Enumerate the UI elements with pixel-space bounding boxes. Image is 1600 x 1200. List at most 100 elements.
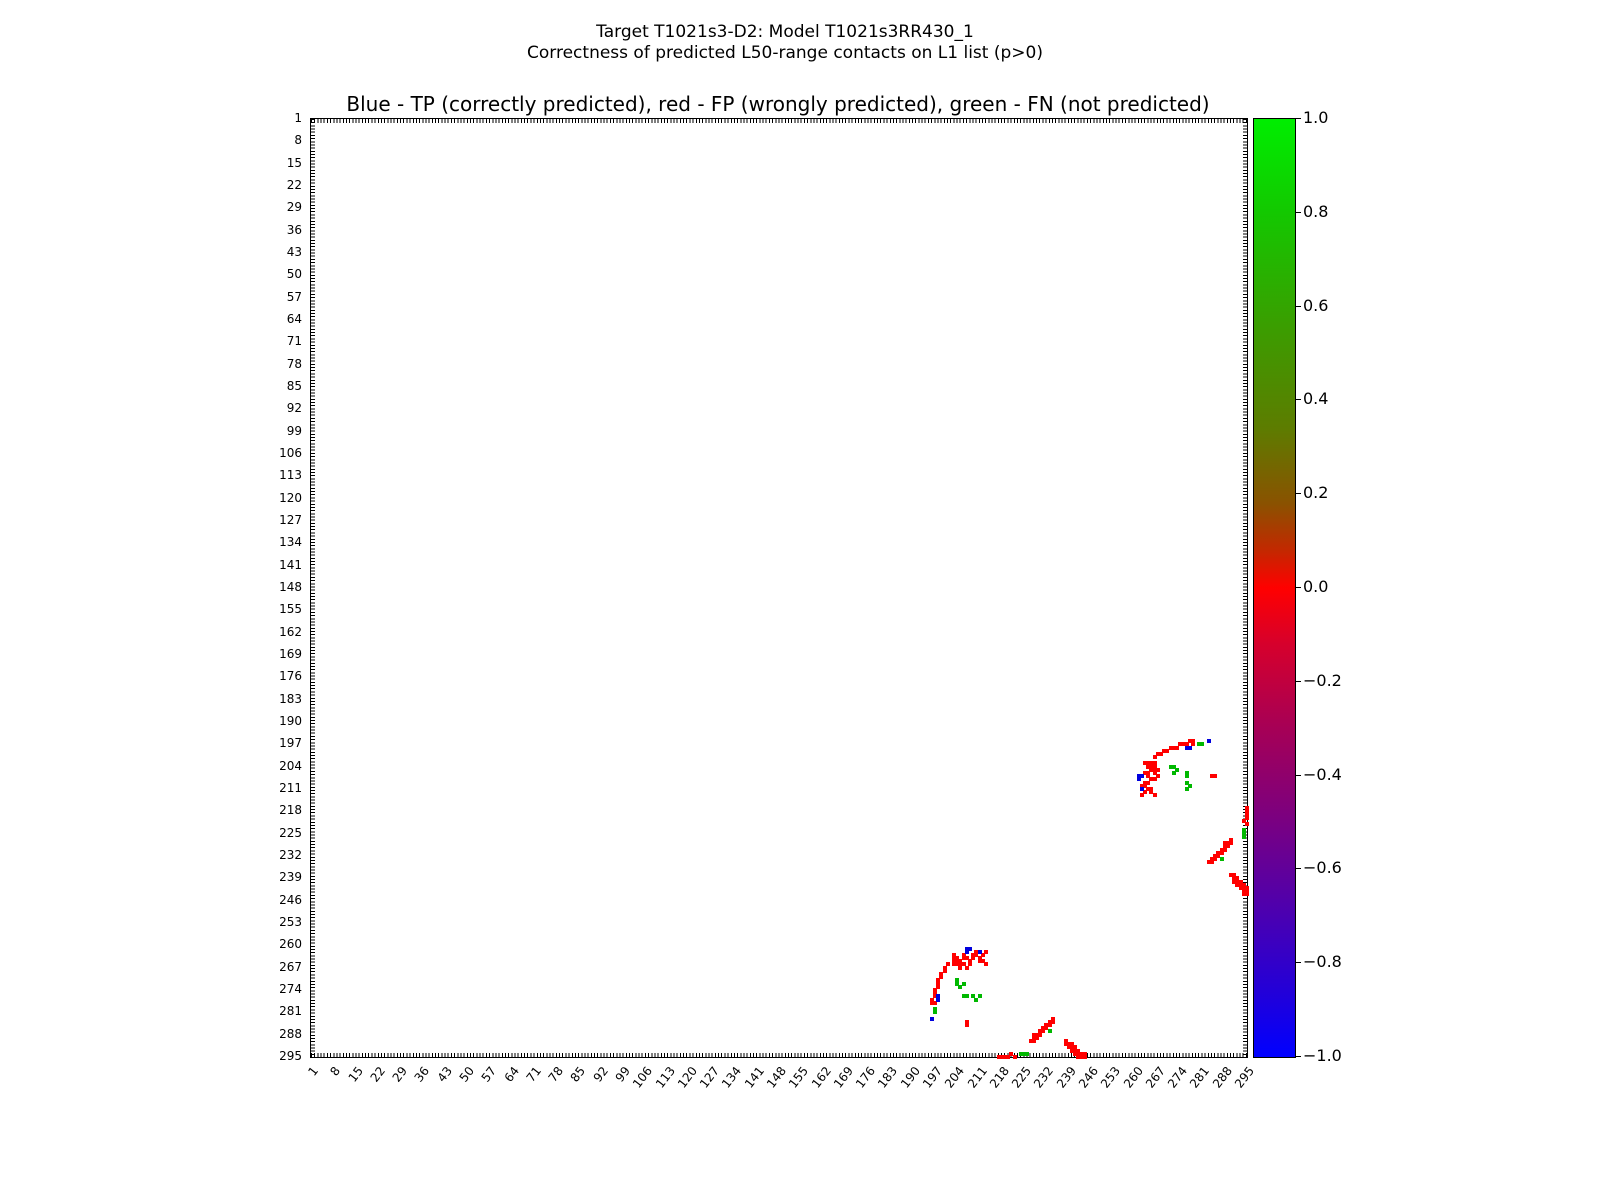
contact-point-fp — [1213, 857, 1218, 862]
contact-point-fp — [1187, 739, 1192, 744]
y-tick-label: 295 — [279, 1049, 302, 1063]
contact-point-fp — [952, 956, 957, 961]
contact-point-fp — [961, 956, 966, 961]
contact-point-tp — [964, 949, 969, 954]
colorbar-tick-label: 0.8 — [1303, 201, 1329, 221]
contact-point-fp — [1073, 1048, 1078, 1053]
contact-point-fp — [955, 956, 960, 961]
contact-point-fp — [1238, 885, 1243, 890]
contact-point-fp — [1069, 1042, 1074, 1047]
contact-point-fp — [1241, 892, 1246, 897]
contact-point-fp — [1162, 748, 1167, 753]
contact-point-fp — [1082, 1055, 1087, 1059]
contact-point-fp — [1003, 1055, 1008, 1059]
contact-point-fp — [1076, 1048, 1081, 1053]
contact-point-fp — [1041, 1029, 1046, 1034]
colorbar-tick-label: −0.6 — [1303, 858, 1342, 878]
y-tick-label: 288 — [279, 1026, 302, 1041]
contact-point-fp — [1149, 764, 1154, 769]
contact-point-fp — [1028, 1039, 1033, 1044]
contact-point-fp — [1143, 761, 1148, 766]
contact-point-fp — [1245, 812, 1249, 817]
colorbar-tick-mark — [1296, 680, 1301, 682]
y-tick-label: 197 — [279, 736, 302, 751]
contact-point-fp — [977, 959, 982, 964]
contact-point-fp — [1235, 879, 1240, 884]
contact-point-fp — [1149, 761, 1154, 766]
contact-point-fp — [1139, 783, 1144, 788]
contact-point-fp — [1079, 1051, 1084, 1056]
contact-point-fp — [1047, 1023, 1052, 1028]
contact-point-fp — [952, 959, 957, 964]
contact-point-fp — [1209, 774, 1214, 779]
contact-point-fp — [1235, 876, 1240, 881]
contact-point-fp — [1222, 847, 1227, 852]
contact-point-tp — [1139, 774, 1144, 779]
contact-point-fn — [961, 994, 966, 999]
y-tick-label: 155 — [279, 602, 302, 617]
contact-point-fn — [971, 994, 976, 999]
contact-point-fp — [1229, 838, 1234, 843]
contact-point-fn — [961, 981, 966, 986]
colorbar-tick-label: 0.0 — [1303, 577, 1329, 596]
contact-point-fp — [1155, 751, 1160, 756]
contact-point-fp — [1245, 809, 1249, 814]
contact-point-fp — [1181, 742, 1186, 747]
contact-point-fp — [1044, 1026, 1049, 1031]
y-tick-label: 183 — [279, 691, 302, 706]
contact-point-fp — [933, 1000, 937, 1005]
contact-point-fp — [1229, 873, 1234, 878]
y-tick-label: 15 — [286, 155, 302, 170]
contact-point-fp — [1047, 1019, 1052, 1024]
colorbar-tick-mark — [1296, 211, 1301, 213]
contact-point-tp — [936, 997, 941, 1002]
contact-point-fp — [983, 949, 988, 954]
contact-point-fp — [1069, 1048, 1074, 1053]
contact-point-tp — [1136, 774, 1141, 779]
contact-point-fp — [964, 1019, 969, 1024]
contact-point-fp — [1149, 767, 1154, 772]
contact-point-fp — [1152, 777, 1157, 782]
y-tick-label: 134 — [279, 535, 302, 550]
contact-point-fp — [1146, 780, 1151, 785]
contact-point-tp — [929, 1016, 934, 1021]
plot-area — [310, 118, 1249, 1059]
contact-point-fp — [1159, 751, 1164, 756]
contact-point-fp — [1241, 889, 1246, 894]
contact-point-fp — [1245, 806, 1249, 811]
minor-ticks-top — [311, 119, 1247, 123]
y-tick-label: 148 — [279, 580, 302, 594]
contact-point-fn — [933, 1007, 937, 1012]
contact-point-fp — [1165, 748, 1170, 753]
contact-point-fp — [1139, 793, 1144, 798]
contact-point-fp — [1076, 1055, 1081, 1059]
contact-point-fn — [955, 981, 960, 986]
y-tick-label: 260 — [279, 937, 302, 952]
contact-point-fp — [958, 959, 963, 964]
colorbar-tick-label: −0.8 — [1303, 952, 1342, 972]
contact-point-fp — [1079, 1055, 1084, 1059]
y-tick-label: 113 — [279, 468, 302, 483]
contact-point-fp — [1238, 879, 1243, 884]
y-tick-label: 169 — [279, 647, 302, 661]
colorbar-tick-mark — [1296, 774, 1301, 776]
contact-point-fn — [1168, 764, 1173, 769]
contact-point-fp — [980, 952, 985, 957]
contact-point-fn — [1200, 742, 1205, 747]
contact-point-fp — [1031, 1039, 1036, 1044]
contact-point-fp — [1066, 1045, 1071, 1050]
contact-point-fn — [1219, 857, 1224, 862]
contact-point-fp — [1038, 1029, 1043, 1034]
contact-point-fp — [1149, 790, 1154, 795]
y-tick-label: 281 — [279, 1004, 302, 1019]
contact-point-fp — [1219, 847, 1224, 852]
y-tick-label: 106 — [279, 446, 302, 460]
contact-point-fn — [1184, 774, 1189, 779]
colorbar-tick-mark — [1296, 587, 1301, 588]
contact-point-fp — [1073, 1051, 1078, 1056]
contact-point-fp — [968, 962, 973, 967]
contact-point-fp — [1222, 841, 1227, 846]
contact-point-fp — [971, 952, 976, 957]
contact-point-fp — [964, 965, 969, 970]
contact-point-fp — [936, 981, 941, 986]
